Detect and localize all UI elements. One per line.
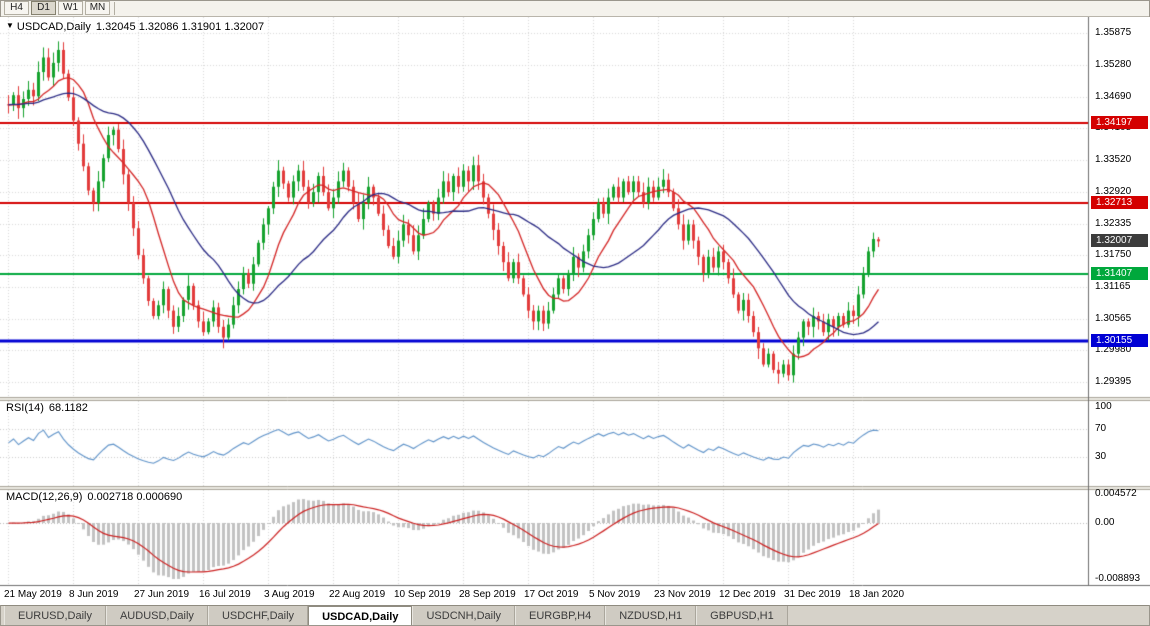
chart-tab-eurusd-daily[interactable]: EURUSD,Daily — [4, 606, 106, 626]
chart-tab-usdcad-daily[interactable]: USDCAD,Daily — [308, 606, 413, 626]
chart-tab-eurgbp-h4[interactable]: EURGBP,H4 — [515, 606, 606, 626]
chart-tab-gbpusd-h1[interactable]: GBPUSD,H1 — [696, 606, 788, 626]
chart-region: ▼ USDCAD,Daily 1.32045 1.32086 1.31901 1.3… — [0, 17, 1150, 605]
timeframe-button-d1[interactable]: D1 — [31, 1, 56, 15]
timeframe-button-group: H4 D1 W1 MN — [4, 1, 110, 15]
timeframe-button-mn[interactable]: MN — [85, 1, 110, 15]
candlestick-chart-canvas[interactable] — [0, 17, 1150, 605]
timeframe-toolbar: H4 D1 W1 MN — [0, 0, 1150, 17]
chart-tab-nzdusd-h1[interactable]: NZDUSD,H1 — [605, 606, 697, 626]
toolbar-separator — [114, 1, 115, 15]
timeframe-button-w1[interactable]: W1 — [58, 1, 83, 15]
symbol-tabbar: EURUSD,Daily AUDUSD,Daily USDCHF,Daily USDC… — [0, 605, 1150, 626]
chart-tab-audusd-daily[interactable]: AUDUSD,Daily — [105, 606, 208, 626]
timeframe-button-h4[interactable]: H4 — [4, 1, 29, 15]
chart-tab-usdchf-daily[interactable]: USDCHF,Daily — [207, 606, 309, 626]
chart-tab-usdcnh-daily[interactable]: USDCNH,Daily — [412, 606, 516, 626]
